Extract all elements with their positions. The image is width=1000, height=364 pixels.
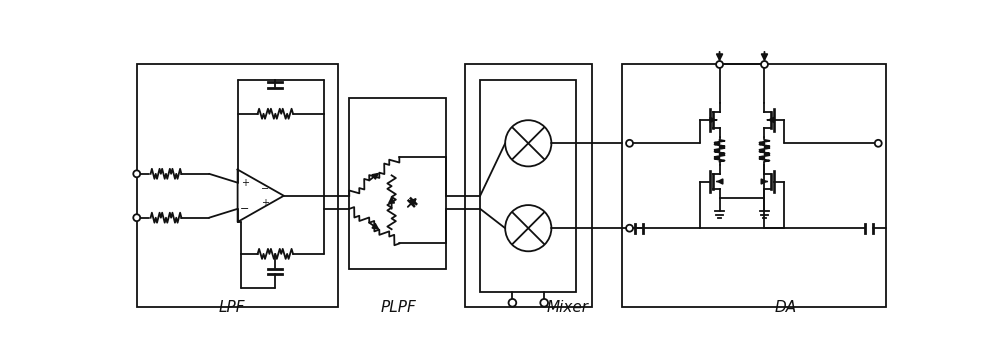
Text: −: −	[240, 204, 249, 214]
Text: +: +	[261, 198, 269, 208]
Text: +: +	[241, 178, 249, 188]
Bar	[465, 64, 592, 307]
Text: DA: DA	[775, 301, 797, 316]
Bar	[349, 98, 446, 269]
Bar	[622, 64, 886, 307]
Circle shape	[761, 61, 768, 68]
Circle shape	[626, 225, 633, 232]
Circle shape	[875, 140, 882, 147]
Circle shape	[626, 140, 633, 147]
Circle shape	[133, 170, 140, 177]
Bar	[137, 64, 338, 307]
Circle shape	[716, 61, 723, 68]
Circle shape	[540, 299, 548, 306]
Text: Mixer: Mixer	[547, 301, 589, 316]
Text: −: −	[261, 184, 269, 194]
Circle shape	[133, 214, 140, 221]
Text: PLPF: PLPF	[381, 301, 416, 316]
Bar	[480, 80, 576, 292]
Circle shape	[509, 299, 516, 306]
Circle shape	[505, 205, 551, 251]
Text: LPF: LPF	[218, 301, 245, 316]
Circle shape	[505, 120, 551, 166]
